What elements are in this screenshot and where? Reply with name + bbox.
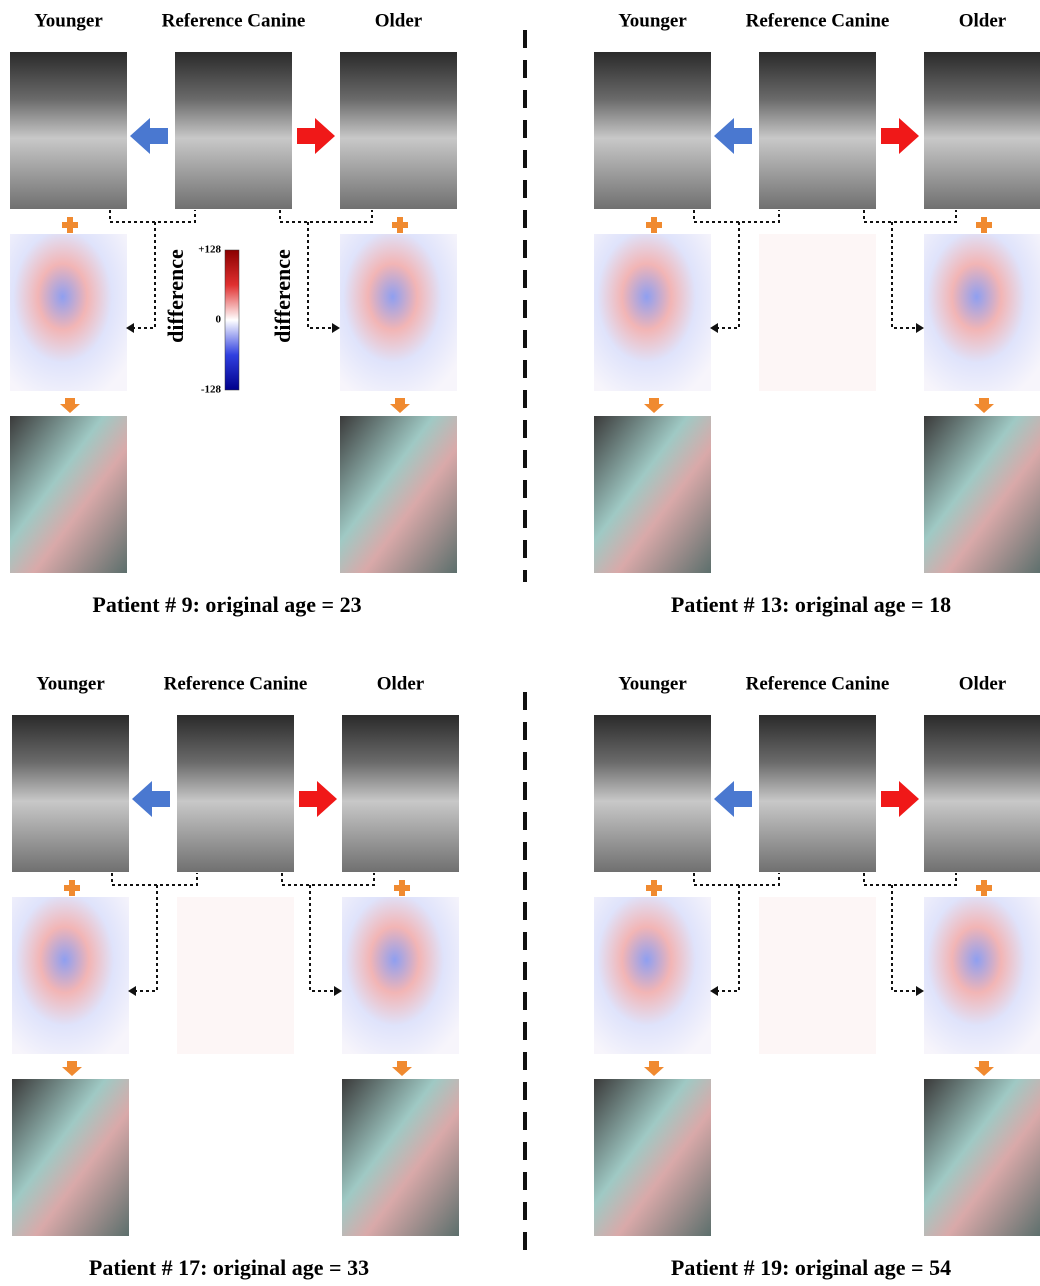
xray-image <box>175 52 292 209</box>
plus-sign <box>976 217 992 233</box>
overlay-image <box>594 416 711 573</box>
difference-map <box>594 897 711 1054</box>
blue-arrow <box>714 118 752 154</box>
xray-image <box>594 715 711 872</box>
difference-map <box>594 234 711 391</box>
arrowhead <box>334 986 342 996</box>
xray-image <box>177 715 294 872</box>
column-label: Older <box>959 10 1007 31</box>
blue-arrow <box>132 781 170 817</box>
arrowhead <box>128 986 136 996</box>
blank-map <box>177 897 294 1054</box>
xray-image <box>924 715 1040 872</box>
plus-sign <box>394 880 410 896</box>
caption: Patient # 13: original age = 18 <box>671 592 951 617</box>
plus-sign <box>64 880 80 896</box>
difference-map <box>924 234 1040 391</box>
xray-image <box>12 715 129 872</box>
column-label: Reference Canine <box>164 673 308 694</box>
axis-label: difference <box>270 249 295 343</box>
arrowhead <box>710 986 718 996</box>
caption: Patient # 9: original age = 23 <box>92 592 361 617</box>
plus-sign <box>646 880 662 896</box>
colorbar-tick: -128 <box>201 384 222 396</box>
caption: Patient # 17: original age = 33 <box>89 1255 369 1280</box>
column-label: Older <box>375 10 423 31</box>
plus-sign <box>62 217 78 233</box>
red-arrow <box>299 781 337 817</box>
red-arrow <box>881 118 919 154</box>
down-arrow <box>390 398 410 413</box>
xray-image <box>340 52 457 209</box>
arrowhead <box>916 323 924 333</box>
plus-sign <box>976 880 992 896</box>
down-arrow <box>60 398 80 413</box>
blue-arrow <box>714 781 752 817</box>
down-arrow <box>62 1061 82 1076</box>
overlay-image <box>594 1079 711 1236</box>
down-arrow <box>974 398 994 413</box>
down-arrow <box>974 1061 994 1076</box>
colorbar-tick: 0 <box>216 314 222 326</box>
xray-image <box>594 52 711 209</box>
plus-sign <box>392 217 408 233</box>
column-label: Older <box>377 673 425 694</box>
axis-label: difference <box>163 249 188 343</box>
difference-map <box>10 234 127 391</box>
difference-map <box>340 234 457 391</box>
difference-map <box>12 897 129 1054</box>
colorbar <box>225 250 239 390</box>
column-label: Reference Canine <box>746 10 890 31</box>
xray-image <box>10 52 127 209</box>
blue-arrow <box>130 118 168 154</box>
difference-map <box>342 897 459 1054</box>
overlay-image <box>342 1079 459 1236</box>
arrowhead <box>332 323 340 333</box>
figure: Younger Reference Canine Older Patient # 9:… <box>0 0 1040 1286</box>
panel: Younger Reference Canine Older Patient # 17… <box>12 673 459 1280</box>
column-label: Younger <box>618 10 687 31</box>
arrowhead <box>916 986 924 996</box>
overlay-image <box>12 1079 129 1236</box>
column-label: Younger <box>34 10 103 31</box>
difference-map <box>924 897 1040 1054</box>
overlay-image <box>924 416 1040 573</box>
panel: Younger Reference Canine Older Patient # 9:… <box>10 10 457 617</box>
arrowhead <box>710 323 718 333</box>
red-arrow <box>881 781 919 817</box>
plus-sign <box>646 217 662 233</box>
xray-image <box>342 715 459 872</box>
column-label: Older <box>959 673 1007 694</box>
column-label: Younger <box>36 673 105 694</box>
panel: Younger Reference Canine Older Patient # 19… <box>594 673 1040 1280</box>
blank-map <box>759 897 876 1054</box>
column-label: Younger <box>618 673 687 694</box>
column-label: Reference Canine <box>746 673 890 694</box>
overlay-image <box>340 416 457 573</box>
down-arrow <box>392 1061 412 1076</box>
column-label: Reference Canine <box>162 10 306 31</box>
red-arrow <box>297 118 335 154</box>
down-arrow <box>644 398 664 413</box>
panel: Younger Reference Canine Older Patient # 13… <box>594 10 1040 617</box>
overlay-image <box>924 1079 1040 1236</box>
down-arrow <box>644 1061 664 1076</box>
blank-map <box>759 234 876 391</box>
xray-image <box>759 715 876 872</box>
arrowhead <box>126 323 134 333</box>
overlay-image <box>10 416 127 573</box>
caption: Patient # 19: original age = 54 <box>671 1255 951 1280</box>
colorbar-tick: +128 <box>198 244 221 256</box>
xray-image <box>759 52 876 209</box>
xray-image <box>924 52 1040 209</box>
